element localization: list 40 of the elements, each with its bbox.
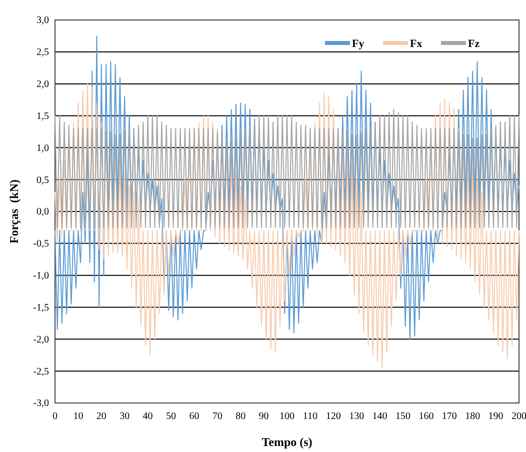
x-tick-label: 50 bbox=[166, 411, 176, 422]
x-axis-title: Tempo (s) bbox=[262, 435, 312, 449]
y-tick-label: -2,5 bbox=[33, 366, 49, 378]
y-tick-label: 2,0 bbox=[36, 79, 49, 90]
y-tick-label: -3,0 bbox=[33, 398, 49, 410]
y-tick-label: 3,0 bbox=[36, 15, 49, 26]
x-tick-label: 100 bbox=[280, 411, 294, 422]
x-tick-label: 150 bbox=[396, 411, 410, 422]
legend-label: Fz bbox=[468, 38, 480, 50]
x-tick-label: 120 bbox=[326, 411, 341, 422]
x-tick-label: 40 bbox=[142, 411, 153, 422]
x-tick-label: 160 bbox=[418, 411, 434, 422]
y-tick-label: -1,0 bbox=[33, 270, 49, 282]
x-tick-label: 60 bbox=[189, 411, 200, 422]
x-tick-label: 70 bbox=[212, 411, 222, 422]
legend-label: Fx bbox=[410, 38, 423, 50]
x-tick-label: 80 bbox=[236, 411, 246, 422]
y-tick-label: 1,0 bbox=[36, 142, 49, 154]
y-tick-label: 0,5 bbox=[36, 174, 49, 186]
y-tick-label: -0,5 bbox=[33, 238, 49, 250]
legend-label: Fy bbox=[352, 38, 365, 50]
x-tick-label: 200 bbox=[512, 411, 526, 422]
x-tick-label: 190 bbox=[488, 411, 504, 422]
y-tick-label: -1,5 bbox=[33, 302, 49, 314]
x-tick-label: 0 bbox=[52, 411, 58, 422]
x-tick-label: 10 bbox=[73, 411, 84, 422]
y-axis-title: Forças (kN) bbox=[7, 180, 21, 244]
x-tick-label: 110 bbox=[302, 411, 318, 422]
x-tick-label: 140 bbox=[372, 411, 388, 422]
line-series bbox=[54, 108, 520, 228]
y-tick-label: 1,5 bbox=[36, 110, 49, 122]
x-tick-label: 20 bbox=[96, 411, 106, 422]
x-tick-label: 180 bbox=[465, 411, 480, 422]
y-tick-label: -2,0 bbox=[33, 334, 49, 346]
x-tick-label: 170 bbox=[442, 411, 457, 422]
y-tick-label: 0,0 bbox=[36, 206, 49, 218]
x-tick-label: 30 bbox=[120, 411, 130, 422]
y-tick-label: 2,5 bbox=[36, 47, 49, 58]
x-tick-label: 130 bbox=[349, 411, 364, 422]
x-tick-label: 90 bbox=[258, 411, 269, 422]
